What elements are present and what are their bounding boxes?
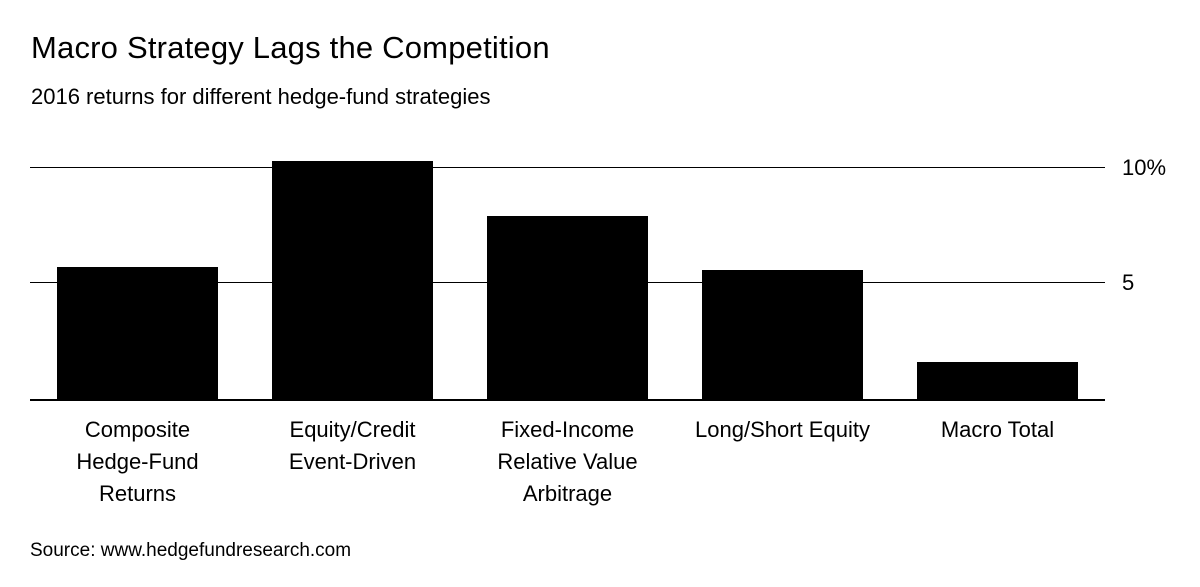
y-tick-label-5: 5 [1122,270,1135,296]
plot-area: 5 10% [30,140,1166,401]
chart-title: Macro Strategy Lags the Competition [31,30,550,65]
y-tick-label-10: 10% [1122,154,1167,180]
x-axis-label-line: Arbitrage [522,481,613,506]
x-axis-label: Long/Short Equity [675,414,890,510]
x-axis-label: Equity/Credit Event-Driven [245,414,460,510]
bar [917,362,1078,399]
x-axis-label: Fixed-Income Relative Value Arbitrage [460,414,675,510]
x-axis-label-line: Fixed-Income [500,417,635,442]
x-axis-label-line: Composite [84,417,191,442]
bar [487,216,648,399]
x-axis-label-line: Macro Total [940,417,1055,442]
bar-column [890,140,1105,399]
x-axis-label-line: Returns [98,481,177,506]
x-axis-label-line: Equity/Credit [289,417,416,442]
chart-subtitle: 2016 returns for different hedge-fund st… [31,84,491,109]
gridline-5 [30,282,1105,284]
source-text: Source: www.hedgefundresearch.com [30,540,352,561]
bar [57,267,218,399]
x-axis-labels: Composite Hedge-Fund Returns Equity/Credit E… [30,414,1105,510]
x-axis-label-line: Hedge-Fund [76,449,199,474]
x-axis-label-line: Event-Driven [288,449,417,474]
bar [272,160,433,399]
bar-column [460,140,675,399]
bar [702,269,863,399]
x-axis-label-line: Relative Value [497,449,638,474]
bar-column [675,140,890,399]
bar-column [245,140,460,399]
gridline-10 [30,166,1105,168]
x-axis-label: Composite Hedge-Fund Returns [30,414,245,510]
x-axis-label: Macro Total [890,414,1105,510]
bars-container [30,140,1105,399]
x-axis-label-line: Long/Short Equity [695,417,870,442]
bar-column [30,140,245,399]
